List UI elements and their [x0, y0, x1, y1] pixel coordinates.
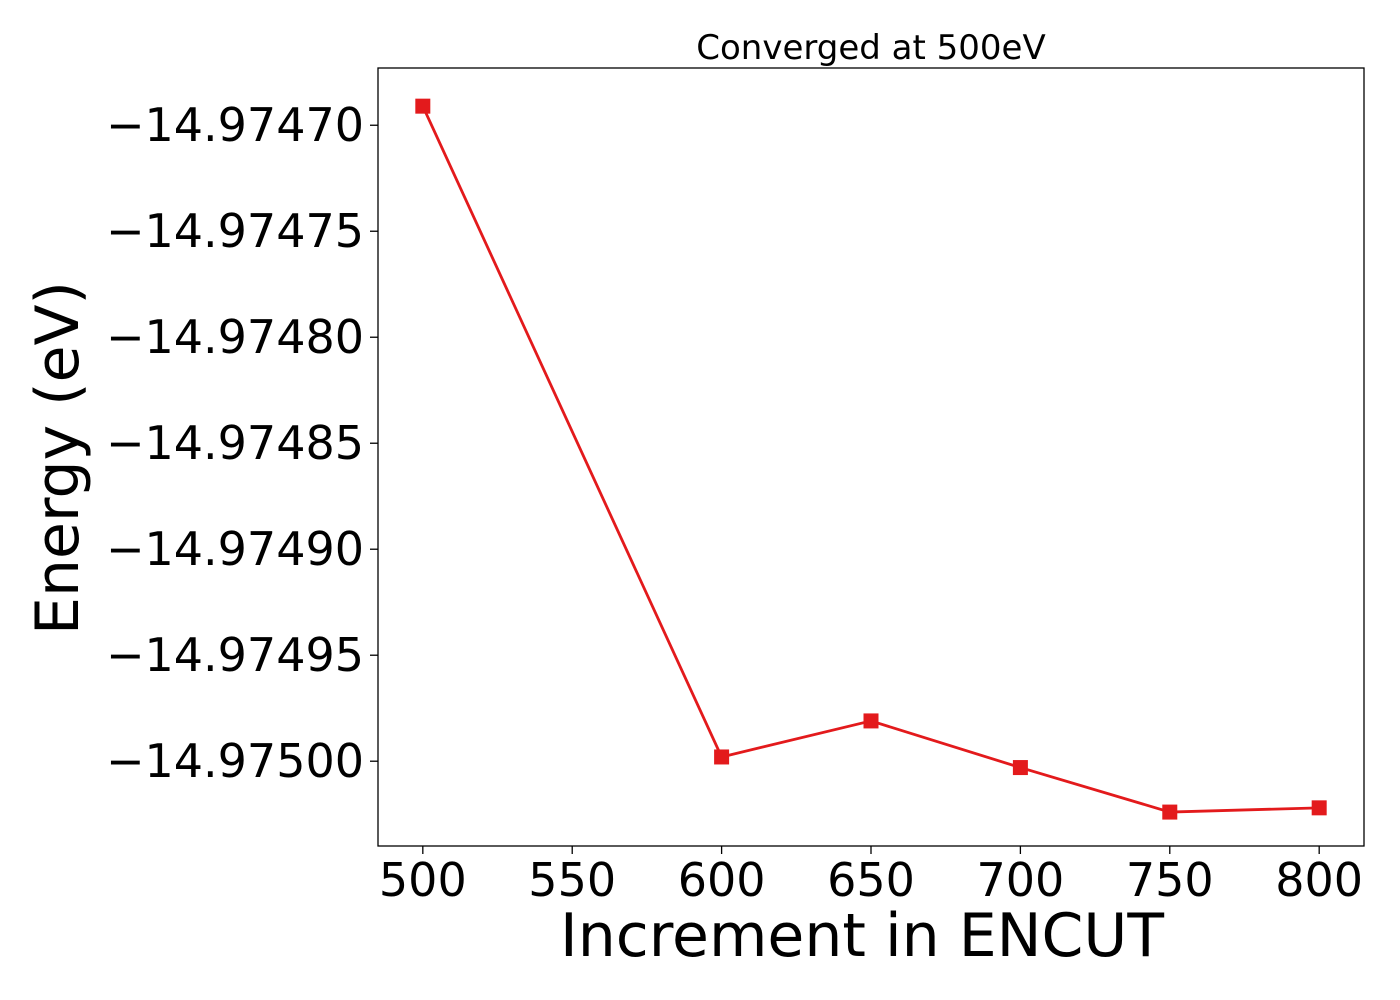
- data-point-marker: [863, 713, 879, 729]
- y-axis-label: Energy (eV): [23, 281, 93, 635]
- data-point-marker: [415, 98, 431, 114]
- data-point-marker: [1012, 760, 1028, 776]
- x-tick-label: 750: [1126, 853, 1214, 907]
- x-axis-label: Increment in ENCUT: [560, 901, 1164, 971]
- energy-series-line: [421, 105, 1320, 814]
- x-tick-label: 500: [379, 853, 467, 907]
- y-tick-label: −14.97490: [106, 522, 364, 576]
- x-tick-label: 600: [678, 853, 766, 907]
- data-point-marker: [714, 749, 730, 765]
- y-tick-label: −14.97475: [106, 204, 364, 258]
- data-point-marker: [1162, 804, 1178, 820]
- plot-area: 500 550 600 650 700 750 800 −14.97470 −14.97475 −…: [106, 67, 1365, 907]
- x-tick-label: 700: [976, 853, 1064, 907]
- y-tick-label: −14.97470: [106, 98, 364, 152]
- y-tick-label: −14.97495: [106, 628, 364, 682]
- data-point-marker: [1311, 800, 1327, 816]
- y-tick-label: −14.97480: [106, 310, 364, 364]
- y-tick-label: −14.97485: [106, 416, 364, 470]
- x-tick-label: 550: [528, 853, 616, 907]
- chart-title: Converged at 500eV: [696, 28, 1045, 68]
- plot-frame: [377, 67, 1365, 847]
- x-tick-label: 800: [1275, 853, 1363, 907]
- y-tick-label: −14.97500: [106, 734, 364, 788]
- x-tick-label: 650: [827, 853, 915, 907]
